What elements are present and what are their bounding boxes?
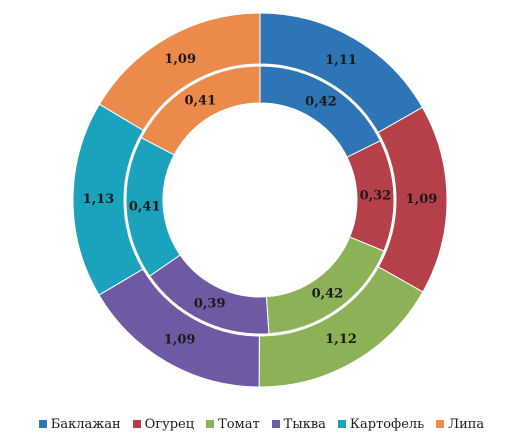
legend-label-0: Баклажан [51,417,121,432]
legend-swatch-0 [39,420,47,428]
legend-label-4: Картофель [350,417,424,432]
legend: Баклажан Огурец Томат Тыква Картофель Липа [0,412,523,436]
legend-swatch-1 [133,420,141,428]
legend-item-1: Огурец [133,417,195,432]
outer-label-0: 1,11 [325,53,357,68]
inner-label-5: 0,41 [184,94,216,109]
legend-label-2: Томат [218,417,260,432]
inner-label-4: 0,41 [129,199,161,214]
inner-label-2: 0,42 [312,286,344,301]
outer-label-4: 1,13 [83,192,115,207]
outer-label-5: 1,09 [164,52,196,67]
inner-label-0: 0,42 [305,94,337,109]
legend-label-5: Липа [448,417,484,432]
legend-label-3: Тыква [284,417,326,432]
inner-label-1: 0,32 [360,189,392,204]
legend-swatch-3 [272,420,280,428]
legend-swatch-2 [206,420,214,428]
legend-item-3: Тыква [272,417,326,432]
inner-ring [126,66,394,334]
inner-label-3: 0,39 [194,297,226,312]
legend-swatch-4 [338,420,346,428]
legend-item-0: Баклажан [39,417,121,432]
outer-label-2: 1,12 [325,332,357,347]
outer-label-1: 1,09 [406,192,438,207]
legend-swatch-5 [436,420,444,428]
legend-item-5: Липа [436,417,484,432]
legend-label-1: Огурец [145,417,195,432]
legend-item-4: Картофель [338,417,424,432]
legend-item-2: Томат [206,417,260,432]
outer-label-3: 1,09 [164,333,196,348]
